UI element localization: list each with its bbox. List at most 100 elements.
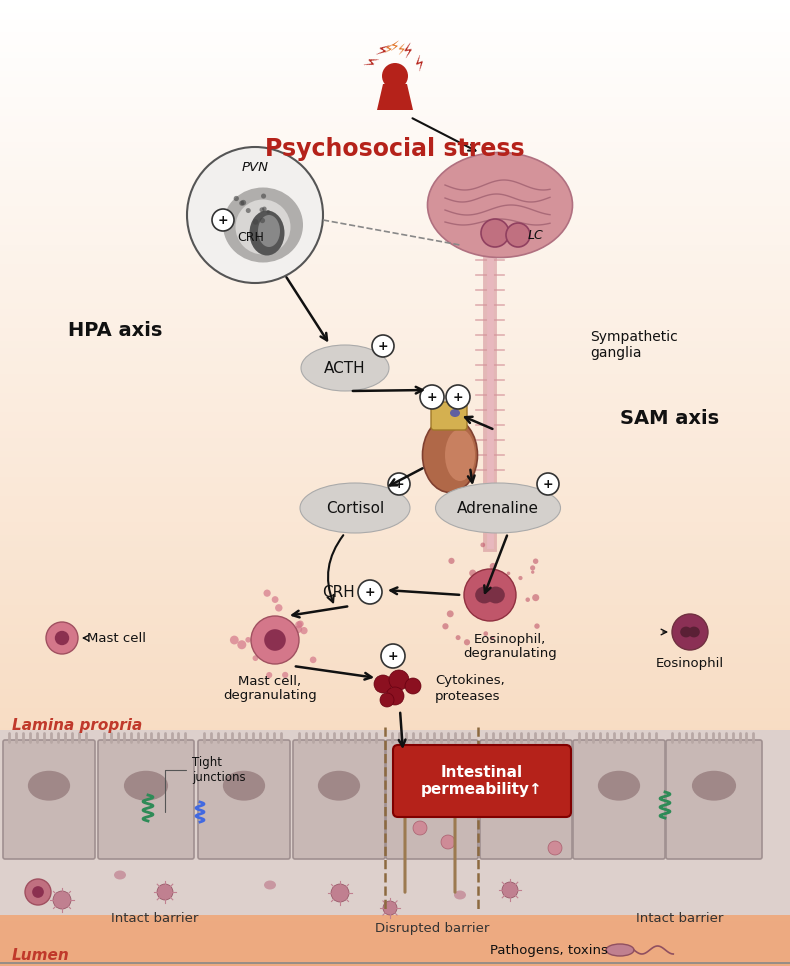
Circle shape — [261, 193, 266, 199]
Bar — [0, 567, 790, 573]
Bar — [0, 741, 790, 747]
Ellipse shape — [301, 345, 389, 391]
Text: +: + — [453, 391, 463, 404]
Circle shape — [237, 640, 246, 649]
Bar — [0, 297, 790, 302]
Text: Intestinal
permeability↑: Intestinal permeability↑ — [421, 765, 543, 797]
Text: Lamina propria: Lamina propria — [12, 718, 142, 733]
Bar — [0, 425, 790, 432]
Bar — [0, 181, 790, 186]
Text: +: + — [218, 214, 228, 227]
Text: proteases: proteases — [435, 690, 501, 702]
Circle shape — [295, 625, 303, 633]
Bar — [0, 406, 790, 412]
Circle shape — [264, 629, 286, 651]
Bar — [0, 457, 790, 464]
Bar — [0, 328, 790, 335]
Ellipse shape — [680, 627, 692, 638]
Ellipse shape — [487, 586, 505, 604]
Bar — [0, 13, 790, 19]
Text: LC: LC — [528, 229, 544, 242]
Circle shape — [266, 210, 270, 213]
Circle shape — [483, 631, 488, 636]
Circle shape — [464, 569, 516, 621]
Bar — [0, 747, 790, 753]
Circle shape — [506, 572, 510, 575]
Circle shape — [381, 644, 405, 668]
Bar — [0, 451, 790, 457]
Ellipse shape — [235, 200, 291, 254]
Circle shape — [469, 570, 476, 577]
Bar — [0, 727, 790, 734]
Bar — [0, 586, 790, 592]
Bar — [0, 19, 790, 26]
FancyBboxPatch shape — [98, 740, 194, 859]
Circle shape — [502, 882, 518, 898]
Bar — [0, 869, 790, 876]
Text: +: + — [365, 586, 375, 599]
Bar — [0, 689, 790, 696]
Bar — [0, 850, 790, 857]
Bar — [0, 418, 790, 425]
Text: Intact barrier: Intact barrier — [636, 912, 724, 924]
Circle shape — [282, 671, 288, 678]
Bar — [0, 683, 790, 689]
Bar — [0, 360, 790, 367]
Circle shape — [446, 385, 470, 409]
Bar — [0, 135, 790, 142]
FancyBboxPatch shape — [293, 740, 385, 859]
Bar — [0, 264, 790, 270]
Bar — [0, 502, 790, 509]
Bar — [0, 341, 790, 348]
Bar — [0, 773, 790, 780]
Circle shape — [374, 675, 392, 693]
Circle shape — [531, 571, 534, 574]
Circle shape — [272, 596, 279, 603]
Ellipse shape — [300, 483, 410, 533]
Text: CRH: CRH — [237, 231, 264, 243]
Circle shape — [441, 835, 455, 849]
Bar — [0, 186, 790, 193]
Bar — [0, 128, 790, 135]
Bar — [0, 618, 790, 625]
Bar — [0, 734, 790, 741]
Bar — [0, 824, 790, 831]
Circle shape — [456, 635, 461, 640]
Text: +: + — [393, 478, 404, 491]
Bar — [0, 39, 790, 45]
Circle shape — [380, 693, 394, 707]
Bar — [0, 838, 790, 843]
Bar — [0, 432, 790, 438]
Text: Mast cell: Mast cell — [87, 632, 146, 644]
Ellipse shape — [411, 771, 453, 801]
FancyBboxPatch shape — [431, 402, 467, 430]
Bar — [0, 696, 790, 702]
Bar — [0, 534, 790, 541]
Bar — [0, 155, 790, 161]
Bar — [0, 374, 790, 380]
Bar — [0, 142, 790, 148]
Text: Cortisol: Cortisol — [326, 500, 384, 516]
Bar — [0, 174, 790, 181]
Circle shape — [157, 884, 173, 900]
Bar — [0, 26, 790, 32]
Bar — [0, 631, 790, 638]
Text: Eosinophil,: Eosinophil, — [474, 633, 546, 646]
Circle shape — [518, 576, 522, 581]
Bar — [0, 715, 790, 722]
Bar — [0, 103, 790, 109]
Bar — [0, 496, 790, 502]
Bar — [0, 650, 790, 657]
Bar — [0, 611, 790, 618]
Bar — [0, 509, 790, 515]
Circle shape — [239, 201, 244, 206]
Bar — [0, 947, 790, 953]
Bar — [0, 895, 790, 901]
Text: Adrenaline: Adrenaline — [457, 500, 539, 516]
Circle shape — [234, 196, 239, 201]
Bar — [0, 889, 790, 895]
Text: ⚡: ⚡ — [372, 42, 390, 63]
Bar — [0, 71, 790, 77]
Circle shape — [230, 636, 239, 644]
Bar — [0, 722, 790, 727]
